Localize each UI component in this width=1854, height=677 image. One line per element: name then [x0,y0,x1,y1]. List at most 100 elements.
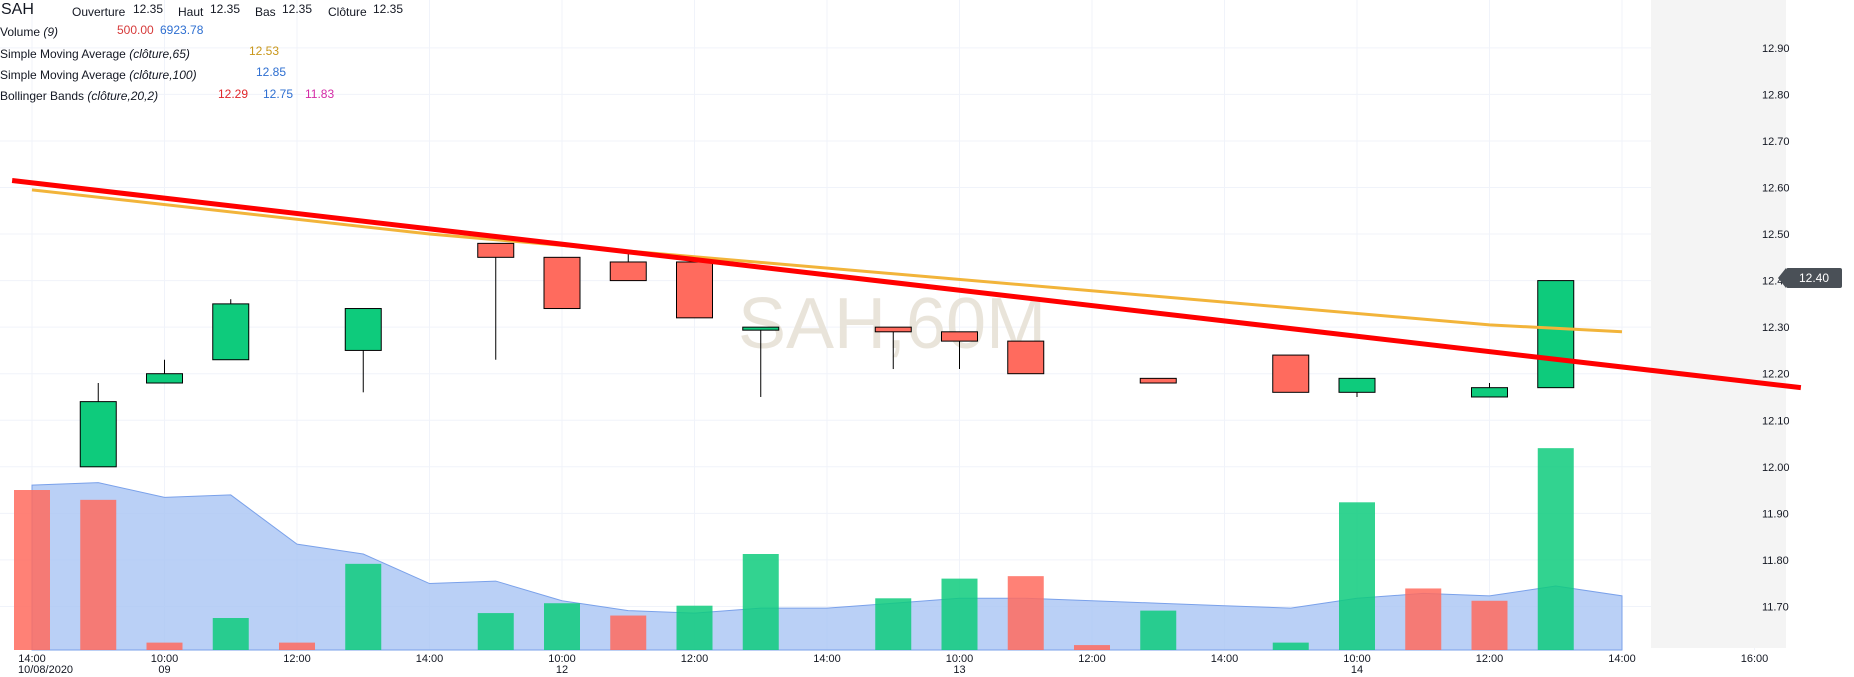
volume-bar [1537,448,1574,650]
price-tick-label: 12.90 [1762,43,1790,55]
bollinger-upper: 12.75 [263,87,294,101]
volume-bars [14,448,1574,650]
candle-body [676,261,713,319]
volume-bar [1140,610,1177,650]
price-tick-label: 11.70 [1762,601,1789,613]
price-tick-label: 12.60 [1762,183,1790,195]
symbol: SAH [1,1,34,18]
candle [609,252,647,282]
candle [1338,377,1376,397]
time-tick-label: 10:00 [151,653,179,665]
price-tick-label: 12.50 [1762,229,1790,241]
date-tick-label: 12 [556,664,568,676]
volume-bar [80,499,117,650]
volume-bar [14,490,50,650]
close-value: 12.35 [373,2,404,16]
volume-bar [544,603,580,650]
candle [742,326,780,397]
candle-body [941,331,978,342]
bollinger-params: (clôture,20,2) [87,89,159,103]
candle-body [742,326,780,331]
last-price-tag: 12.40 [1778,268,1842,288]
time-tick-label: 10:00 [1343,653,1371,665]
volume-bar [345,563,382,650]
candle [79,383,117,468]
price-tick-label: 12.20 [1762,369,1790,381]
time-tick-label: 14:00 [813,653,841,665]
sma65-value: 12.53 [249,44,280,58]
price-tick-label: 11.90 [1762,508,1789,520]
bollinger-middle: 12.29 [218,87,249,101]
candle-body [543,256,581,310]
time-tick-label: 12:00 [1078,653,1106,665]
sma65-params: (clôture,65) [129,47,190,61]
date-tick-label: 13 [953,664,965,676]
volume-bar [1272,642,1309,650]
candle-body [146,373,183,384]
volume-bar [477,613,514,650]
volume-bar [146,642,183,650]
sma100-label: Simple Moving Average (clôture,100) [0,66,197,84]
ohlc-row: SAH [1,1,34,19]
volume-bar [941,578,978,650]
bollinger-lower: 11.83 [305,87,335,101]
candle [1272,354,1310,393]
volume-average-area [31,482,1623,651]
price-tick-label: 11.80 [1762,555,1789,567]
sma65-label: Simple Moving Average (clôture,65) [0,45,190,63]
candle-body [609,261,647,282]
trendline[interactable] [11,178,1802,391]
candle-body [477,242,515,258]
time-tick-label: 12:00 [283,653,311,665]
time-tick-label: 16:00 [1741,653,1769,665]
volume-bar [676,605,713,650]
candle [543,256,581,310]
candle-body [1338,377,1376,393]
low-label: Bas [255,5,276,19]
price-tick-label: 12.80 [1762,89,1790,101]
candle [344,308,382,393]
candle [1537,280,1575,389]
time-tick-label: 12:00 [681,653,709,665]
volume-bar [1471,600,1508,650]
volume-bar [1339,502,1375,650]
volume-bar [875,598,912,650]
close-label: Clôture [328,5,367,19]
bollinger-label: Bollinger Bands (clôture,20,2) [0,87,158,105]
date-tick-label: 10/08/2020 [18,664,73,676]
candle-body [874,326,912,333]
time-tick-label: 14:00 [416,653,444,665]
volume-bar [1405,588,1442,650]
watermark: SAH,60M [738,284,1046,364]
volume-bar [742,554,779,650]
candle-body [1139,377,1177,384]
time-tick-label: 10:00 [548,653,576,665]
high-value: 12.35 [210,2,241,16]
sma65-name: Simple Moving Average [0,47,126,61]
volume-label: Volume (9) [0,23,58,41]
time-tick-label: 14:00 [18,653,46,665]
price-tick-label: 12.00 [1762,462,1790,474]
high-label: Haut [178,5,204,19]
candle [676,261,713,319]
candle [477,242,515,360]
volume-average-area-shape [31,482,1623,651]
candle-body [344,308,382,351]
price-axis[interactable]: 11.7011.8011.9012.0012.1012.2012.3012.40… [1762,43,1790,614]
time-tick-label: 10:00 [946,653,974,665]
candle-body [79,401,117,468]
candle-body [212,303,250,361]
candle [874,326,912,370]
volume-bar [610,615,647,650]
time-tick-label: 14:00 [1211,653,1239,665]
price-tick-label: 12.70 [1762,136,1790,148]
sma-line [31,188,1623,334]
open-label: Ouverture [72,5,126,19]
date-tick-label: 14 [1351,664,1363,676]
volume-value-1: 500.00 [117,23,154,37]
date-tick-label: 09 [158,664,170,676]
volume-bar [1007,576,1044,650]
candle [146,359,183,384]
